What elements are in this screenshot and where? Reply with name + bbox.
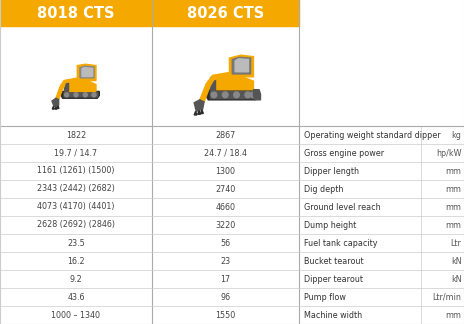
Text: Operating weight standard dipper: Operating weight standard dipper: [304, 131, 440, 140]
Text: 43.6: 43.6: [67, 293, 85, 302]
Text: kg: kg: [452, 131, 462, 140]
Polygon shape: [229, 55, 254, 77]
Text: mm: mm: [446, 310, 462, 319]
Polygon shape: [232, 57, 251, 74]
Text: 23: 23: [220, 257, 230, 265]
Text: 16.2: 16.2: [67, 257, 85, 265]
Text: Dump height: Dump height: [304, 221, 356, 229]
Bar: [210, 77, 215, 90]
Text: 1000 – 1340: 1000 – 1340: [52, 310, 100, 319]
Text: 3220: 3220: [215, 221, 236, 229]
Text: hp/kW: hp/kW: [436, 148, 462, 157]
Polygon shape: [52, 106, 55, 109]
Text: 2867: 2867: [215, 131, 236, 140]
Bar: [152, 0, 299, 26]
Polygon shape: [56, 85, 64, 99]
Polygon shape: [254, 90, 261, 100]
Polygon shape: [61, 91, 100, 98]
Text: 8018 CTS: 8018 CTS: [37, 6, 115, 20]
Text: 23.5: 23.5: [67, 238, 85, 248]
Polygon shape: [82, 68, 92, 76]
Text: Pump flow: Pump flow: [304, 293, 346, 302]
Polygon shape: [205, 90, 257, 100]
Polygon shape: [200, 81, 211, 102]
Text: mm: mm: [446, 221, 462, 229]
Text: mm: mm: [446, 184, 462, 193]
Polygon shape: [201, 110, 203, 113]
Text: Ground level reach: Ground level reach: [304, 202, 381, 212]
Text: 9.2: 9.2: [70, 274, 82, 284]
Polygon shape: [57, 106, 59, 109]
Circle shape: [211, 92, 217, 98]
Text: Gross engine power: Gross engine power: [304, 148, 384, 157]
Text: Dipper length: Dipper length: [304, 167, 359, 176]
Circle shape: [92, 93, 96, 97]
Polygon shape: [52, 98, 59, 106]
Circle shape: [251, 92, 256, 98]
Polygon shape: [194, 111, 197, 115]
Text: 56: 56: [220, 238, 230, 248]
Circle shape: [245, 92, 251, 98]
Polygon shape: [64, 93, 98, 97]
Polygon shape: [194, 100, 204, 111]
Text: kN: kN: [451, 274, 462, 284]
Text: Fuel tank capacity: Fuel tank capacity: [304, 238, 377, 248]
Text: 2740: 2740: [215, 184, 236, 193]
Polygon shape: [210, 91, 255, 98]
Text: 24.7 / 18.4: 24.7 / 18.4: [204, 148, 247, 157]
Polygon shape: [80, 66, 94, 78]
Text: 8026 CTS: 8026 CTS: [187, 6, 264, 20]
Polygon shape: [235, 59, 248, 72]
Polygon shape: [55, 106, 57, 109]
Circle shape: [64, 93, 69, 97]
Text: Dig depth: Dig depth: [304, 184, 343, 193]
Circle shape: [83, 93, 87, 97]
Circle shape: [74, 93, 78, 97]
Text: 96: 96: [220, 293, 230, 302]
Circle shape: [234, 92, 239, 98]
Text: 1550: 1550: [215, 310, 236, 319]
Text: kN: kN: [451, 257, 462, 265]
Text: 17: 17: [220, 274, 230, 284]
Polygon shape: [208, 71, 238, 84]
Text: 19.7 / 14.7: 19.7 / 14.7: [55, 148, 98, 157]
Text: 2628 (2692) (2846): 2628 (2692) (2846): [37, 221, 115, 229]
Text: Machine width: Machine width: [304, 310, 362, 319]
Text: 1300: 1300: [215, 167, 236, 176]
Text: 2343 (2442) (2682): 2343 (2442) (2682): [37, 184, 115, 193]
Polygon shape: [198, 110, 201, 114]
Text: 4073 (4170) (4401): 4073 (4170) (4401): [37, 202, 115, 212]
Text: mm: mm: [446, 202, 462, 212]
Text: mm: mm: [446, 167, 462, 176]
Polygon shape: [65, 81, 96, 91]
Polygon shape: [212, 77, 254, 90]
Bar: [64, 82, 68, 91]
Text: Ltr/min: Ltr/min: [433, 293, 462, 302]
Circle shape: [222, 92, 228, 98]
Text: 4660: 4660: [215, 202, 236, 212]
Bar: [0, 0, 152, 26]
Polygon shape: [77, 64, 96, 81]
Text: Ltr: Ltr: [451, 238, 462, 248]
Text: Dipper tearout: Dipper tearout: [304, 274, 363, 284]
Polygon shape: [61, 76, 85, 87]
Text: Bucket tearout: Bucket tearout: [304, 257, 364, 265]
Text: 1822: 1822: [66, 131, 86, 140]
Text: 1161 (1261) (1500): 1161 (1261) (1500): [37, 167, 115, 176]
